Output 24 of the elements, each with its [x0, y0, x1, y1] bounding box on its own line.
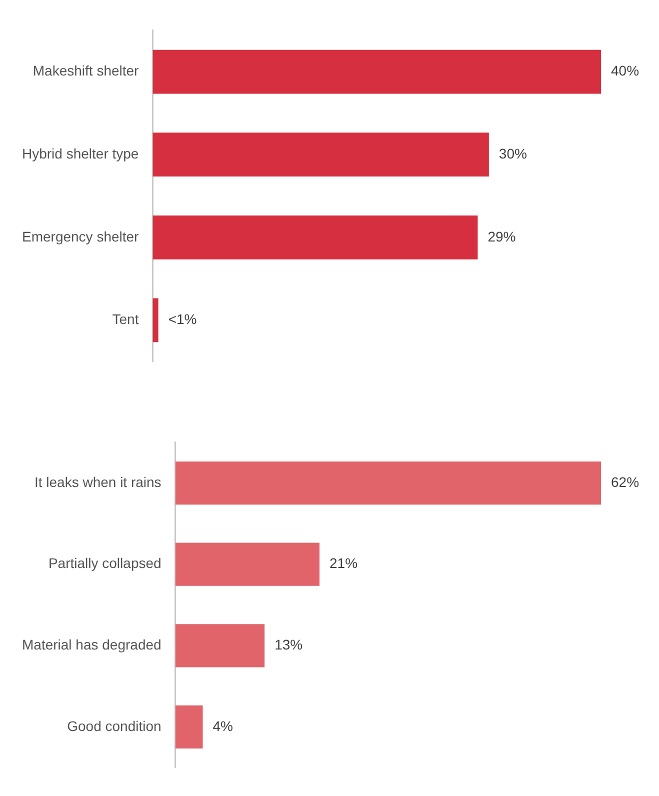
bar	[175, 542, 320, 586]
bar	[175, 624, 265, 668]
bar	[152, 50, 601, 94]
data-label: 21%	[329, 555, 358, 572]
data-label: 4%	[212, 718, 234, 734]
data-label: 29%	[488, 228, 516, 244]
bar	[175, 462, 601, 505]
bar	[152, 215, 478, 260]
data-label: 40%	[611, 62, 640, 79]
data-label: <1%	[168, 311, 197, 328]
y-tick-label: Tent	[112, 311, 139, 328]
data-label: 13%	[274, 636, 303, 653]
y-tick-label: Material has degraded	[22, 636, 162, 653]
y-tick-label: Hybrid shelter type	[22, 145, 139, 162]
y-tick-label: Makeshift shelter	[32, 62, 140, 79]
data-label: 62%	[611, 474, 640, 490]
y-tick-label: It leaks when it rains	[34, 474, 162, 490]
bar	[152, 298, 158, 342]
y-tick-label: Emergency shelter	[22, 228, 140, 244]
bar	[152, 132, 489, 177]
y-tick-label: Good condition	[67, 718, 162, 734]
y-tick-label: Partially collapsed	[48, 555, 162, 572]
bar	[175, 705, 203, 748]
data-label: 30%	[498, 145, 527, 162]
